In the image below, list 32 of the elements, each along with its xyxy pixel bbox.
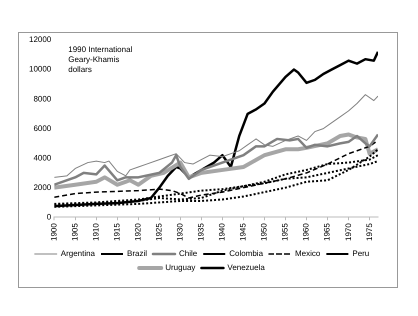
x-tick-label: 1955 <box>280 222 290 241</box>
x-tick-label: 1915 <box>112 222 122 241</box>
x-tick-label: 1910 <box>91 222 100 241</box>
x-tick-label: 1940 <box>218 222 227 241</box>
legend-label: Colombia <box>229 249 264 258</box>
y-tick-label: 2000 <box>33 182 52 192</box>
y-tick-label: 10000 <box>28 64 52 74</box>
y-tick-label: 12000 <box>28 35 52 44</box>
x-tick-label: 1945 <box>238 222 248 241</box>
x-tick-label: 1960 <box>302 222 311 241</box>
legend-label: Chile <box>178 249 198 258</box>
x-tick-label: 1950 <box>260 222 269 241</box>
legend-label: Peru <box>352 249 370 258</box>
y-tick-label: 6000 <box>33 124 52 133</box>
x-tick-label: 1975 <box>364 222 374 241</box>
legend-label: Venezuela <box>227 263 266 272</box>
legend-label: Uruguay <box>165 263 196 272</box>
x-tick-label: 1965 <box>322 222 332 241</box>
y-tick-label: 4000 <box>33 153 52 162</box>
annotation: 1990 International Geary-Khamis dollars <box>68 45 133 74</box>
x-tick-label: 1920 <box>134 222 143 241</box>
x-tick-label: 1935 <box>196 222 206 241</box>
x-tick-label: 1970 <box>344 222 353 241</box>
x-tick-label: 1925 <box>154 222 164 241</box>
y-tick-label: 0 <box>46 212 52 222</box>
legend-label: Argentina <box>60 249 96 258</box>
x-tick-label: 1930 <box>176 222 185 241</box>
legend-label: Mexico <box>295 249 321 258</box>
legend-label: Brazil <box>126 249 148 258</box>
y-tick-label: 8000 <box>33 94 52 104</box>
x-tick-label: 1905 <box>70 222 80 241</box>
x-tick-label: 1900 <box>49 222 58 241</box>
